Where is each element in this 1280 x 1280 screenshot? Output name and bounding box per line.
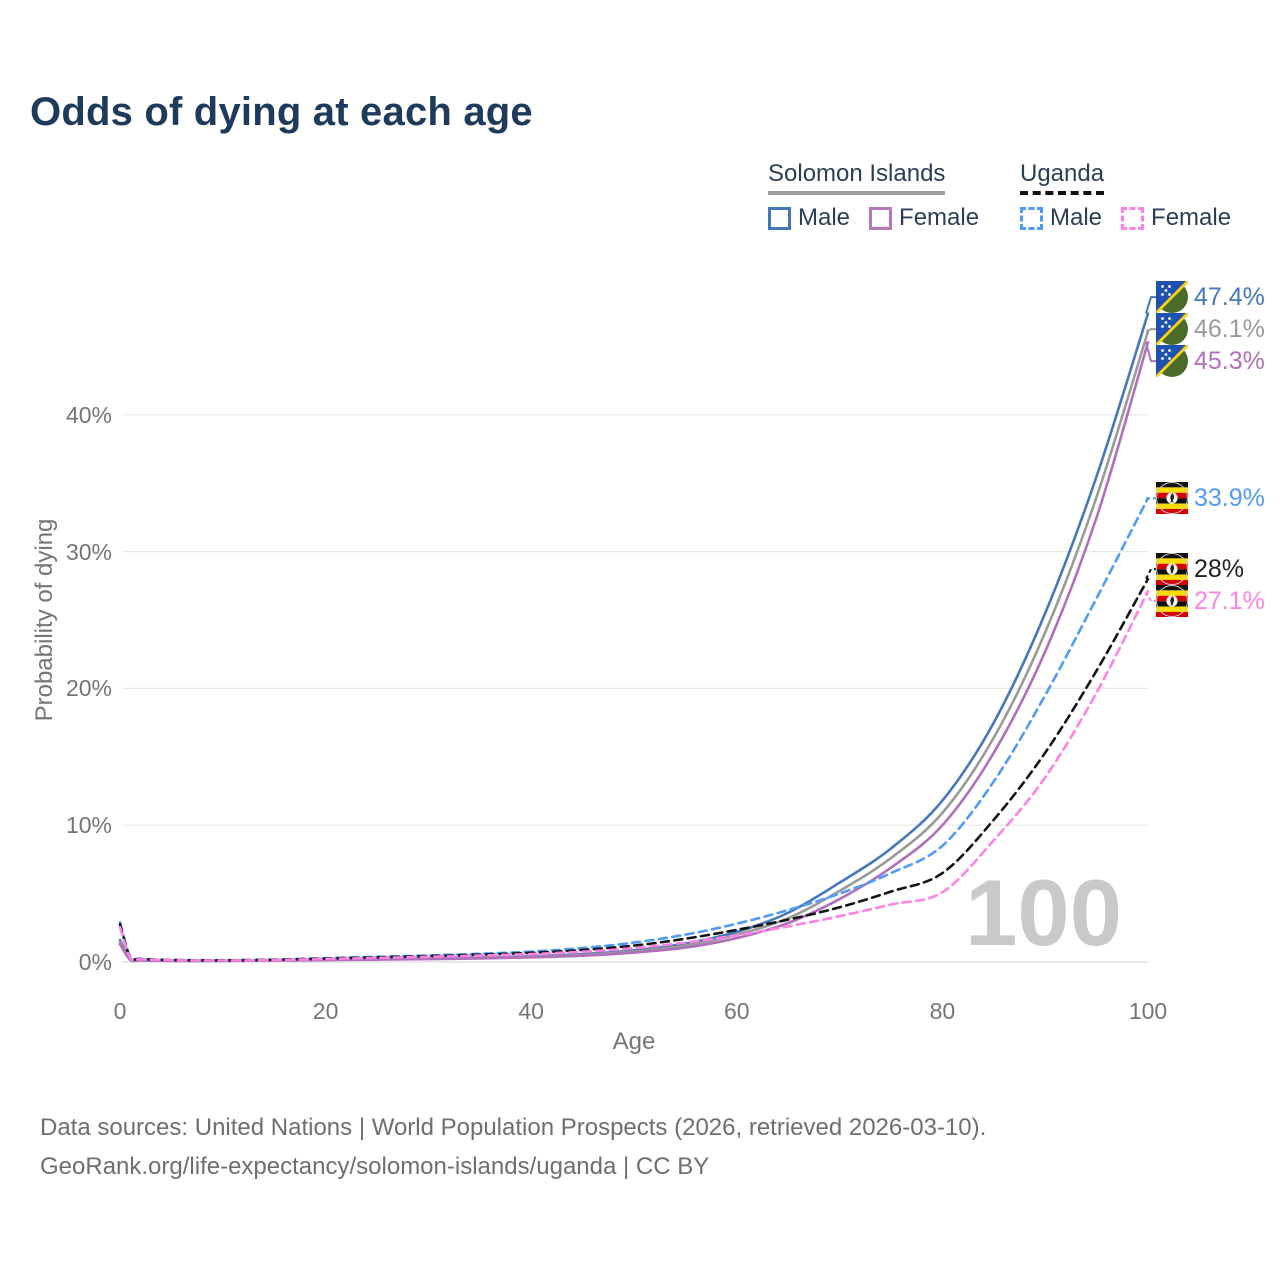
uganda-flag-icon — [1156, 482, 1188, 515]
end-label-connector — [1145, 568, 1157, 580]
legend-item-uganda-male[interactable]: Male — [1020, 204, 1102, 232]
end-label-value: 33.9% — [1194, 483, 1265, 512]
legend-items-solomon-islands: Male Female — [768, 204, 979, 232]
y-tick-label: 20% — [65, 675, 112, 702]
legend-country-solomon-islands[interactable]: Solomon Islands — [768, 160, 946, 195]
legend-items-uganda: Male Female — [1020, 204, 1231, 232]
license-line: GeoRank.org/life-expectancy/solomon-isla… — [40, 1153, 710, 1180]
end-label-connector — [1145, 590, 1157, 603]
uganda-flag-icon — [1156, 585, 1188, 618]
end-label-uganda-male: 33.9% — [1156, 482, 1265, 515]
end-label-value: 47.4% — [1194, 282, 1265, 311]
end-label-solomon-islands-female: 45.3% — [1156, 345, 1265, 378]
solomon-islands-flag-icon — [1156, 313, 1188, 346]
y-tick-label: 10% — [65, 812, 112, 839]
x-tick-label: 40 — [518, 998, 544, 1024]
legend-item-uganda-female[interactable]: Female — [1121, 204, 1231, 232]
solomon-islands-flag-icon — [1156, 281, 1188, 314]
uganda-flag-icon — [1156, 553, 1188, 586]
source-attribution: Data sources: United Nations | World Pop… — [40, 1108, 986, 1186]
solomon-male-line-swatch-icon — [768, 206, 791, 230]
legend-country-uganda[interactable]: Uganda — [1020, 160, 1105, 195]
data-source-line: Data sources: United Nations | World Pop… — [40, 1114, 987, 1141]
legend-item-label: Female — [899, 204, 980, 231]
legend-item-solomon-male[interactable]: Male — [768, 204, 850, 232]
series-line-uganda-both-sexes[interactable] — [118, 577, 1150, 962]
x-axis-title: Age — [612, 1028, 656, 1055]
end-label-value: 27.1% — [1194, 586, 1265, 615]
end-label-connector — [1145, 296, 1157, 314]
legend-group-solomon-islands: Solomon Islands Male Female — [768, 160, 979, 232]
x-tick-label: 0 — [113, 998, 127, 1024]
end-label-connector — [1145, 342, 1157, 363]
end-label-uganda-both-sexes: 28% — [1156, 553, 1245, 586]
y-tick-label: 0% — [78, 949, 112, 975]
uganda-female-line-swatch-icon — [1121, 206, 1145, 230]
end-label-solomon-islands-male: 47.4% — [1156, 281, 1265, 314]
series-line-uganda-female[interactable] — [118, 589, 1150, 962]
end-label-value: 28% — [1194, 554, 1245, 583]
end-label-value: 46.1% — [1194, 314, 1265, 343]
end-label-value: 45.3% — [1194, 346, 1265, 375]
uganda-male-line-swatch-icon — [1020, 206, 1043, 230]
legend-group-uganda: Uganda Male Female — [1020, 160, 1231, 232]
x-tick-label: 80 — [929, 998, 956, 1024]
legend-item-label: Male — [1050, 204, 1103, 231]
x-tick-label: 20 — [312, 998, 339, 1024]
y-tick-label: 40% — [65, 401, 112, 428]
legend-item-label: Female — [1151, 204, 1232, 231]
legend-item-label: Male — [798, 204, 851, 231]
page-title: Odds of dying at each age — [30, 90, 533, 134]
y-tick-label: 30% — [65, 538, 112, 565]
solomon-female-line-swatch-icon — [869, 206, 893, 230]
x-tick-label: 100 — [1128, 998, 1168, 1024]
end-label-uganda-female: 27.1% — [1156, 585, 1265, 618]
legend-item-solomon-female[interactable]: Female — [869, 204, 979, 232]
age-counter-watermark: 100 — [965, 860, 1122, 965]
end-label-connector — [1145, 328, 1157, 333]
solomon-islands-flag-icon — [1156, 345, 1188, 378]
x-tick-label: 60 — [724, 998, 750, 1024]
end-label-solomon-islands-both-sexes: 46.1% — [1156, 313, 1265, 346]
